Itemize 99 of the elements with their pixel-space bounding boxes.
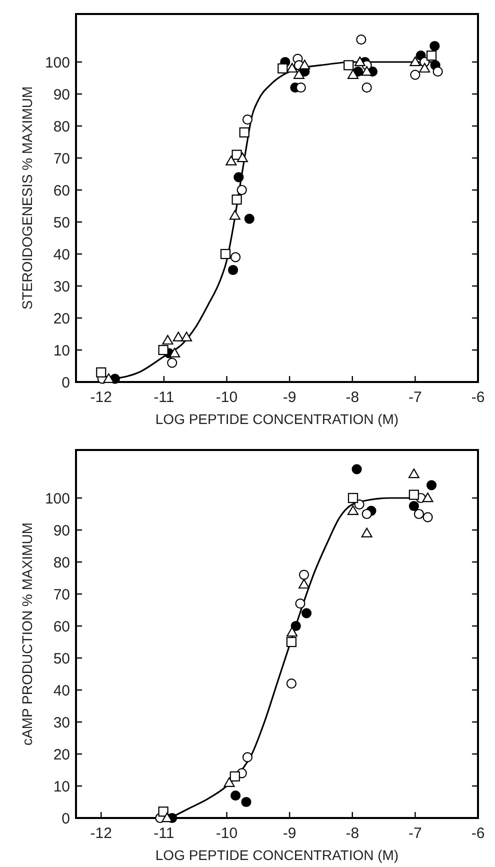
point [234,172,244,182]
x-tick-label: -7 [408,389,422,406]
point [172,332,184,342]
y-tick-label: 80 [53,118,70,136]
point [286,62,298,73]
x-tick-label: -10 [216,825,238,842]
x-tick-label: -9 [282,389,296,406]
y-axis-title: STEROIDOGENESIS % MAXIMUM [19,86,35,310]
y-tick-label: 60 [53,618,70,636]
y-tick-label: 40 [53,246,70,264]
y-tick-label: 20 [53,310,70,328]
point [228,264,238,276]
point [419,62,430,73]
point [408,500,419,512]
point [410,56,421,66]
y-axis-title: cAMP PRODUCTION % MAXIMUM [19,522,35,746]
point [430,40,440,52]
y-tick-label: 50 [53,214,70,232]
point [286,626,298,637]
point [408,490,419,500]
y-tick-label: 90 [53,522,70,540]
point [181,332,192,342]
y-tick-label: 10 [53,778,70,796]
x-tick-label: -8 [346,825,360,842]
point [426,480,437,490]
point [230,790,241,801]
point [298,570,310,580]
point [167,358,178,368]
point [290,620,301,632]
point [362,508,372,520]
y-tick-label: 10 [53,342,70,360]
y-tick-label: 0 [62,374,70,392]
point [426,50,437,61]
point [162,334,174,345]
point [361,66,372,76]
x-tick-label: -12 [90,389,112,406]
point [352,464,362,474]
y-tick-label: 100 [44,54,70,72]
point [286,678,296,689]
point [226,156,237,166]
x-tick-label: -6 [471,825,485,842]
point [286,636,296,648]
point [295,598,306,609]
y-tick-label: 70 [53,586,70,604]
x-tick-label: -12 [90,825,112,842]
point [298,578,310,589]
point [232,194,242,205]
point [356,34,366,45]
point [239,127,250,138]
y-tick-label: 30 [53,278,70,296]
y-tick-label: 70 [53,150,70,168]
point [348,505,359,515]
x-tick-label: -6 [471,389,485,406]
x-tick-label: -11 [154,389,174,406]
y-tick-label: 60 [53,182,70,200]
y-tick-label: 100 [44,490,70,508]
point [299,60,310,70]
point [278,63,288,74]
point [348,69,359,79]
point [220,248,231,260]
y-tick-label: 30 [53,714,70,732]
point [348,492,358,504]
point [362,82,372,93]
point [224,777,235,787]
point [422,492,434,502]
x-axis-title: LOG PEPTIDE CONCENTRATION (M) [155,847,399,863]
point [354,56,366,66]
point [361,528,372,538]
point [169,348,180,358]
point [432,66,443,77]
point [296,82,306,93]
point [158,344,168,356]
y-tick-label: 0 [62,810,70,828]
point [244,214,254,224]
point [236,152,248,162]
point [301,608,312,618]
point [242,752,253,762]
y-tick-label: 40 [53,682,70,700]
point [344,60,354,70]
point [408,468,420,478]
point [242,114,253,125]
x-tick-label: -9 [282,825,296,842]
x-tick-label: -8 [346,389,360,406]
x-axis-title: LOG PEPTIDE CONCENTRATION (M) [155,411,399,427]
y-tick-label: 20 [53,746,70,764]
point [241,796,252,808]
y-tick-label: 50 [53,650,70,668]
y-tick-label: 90 [53,86,70,104]
point [293,69,304,79]
point [96,367,106,378]
point [230,252,241,262]
point [230,771,240,782]
point [103,373,114,383]
y-tick-label: 80 [53,554,70,572]
x-tick-label: -10 [216,389,238,406]
point [229,210,240,220]
point [236,184,247,196]
x-tick-label: -11 [154,825,174,842]
x-tick-label: -7 [408,825,422,842]
